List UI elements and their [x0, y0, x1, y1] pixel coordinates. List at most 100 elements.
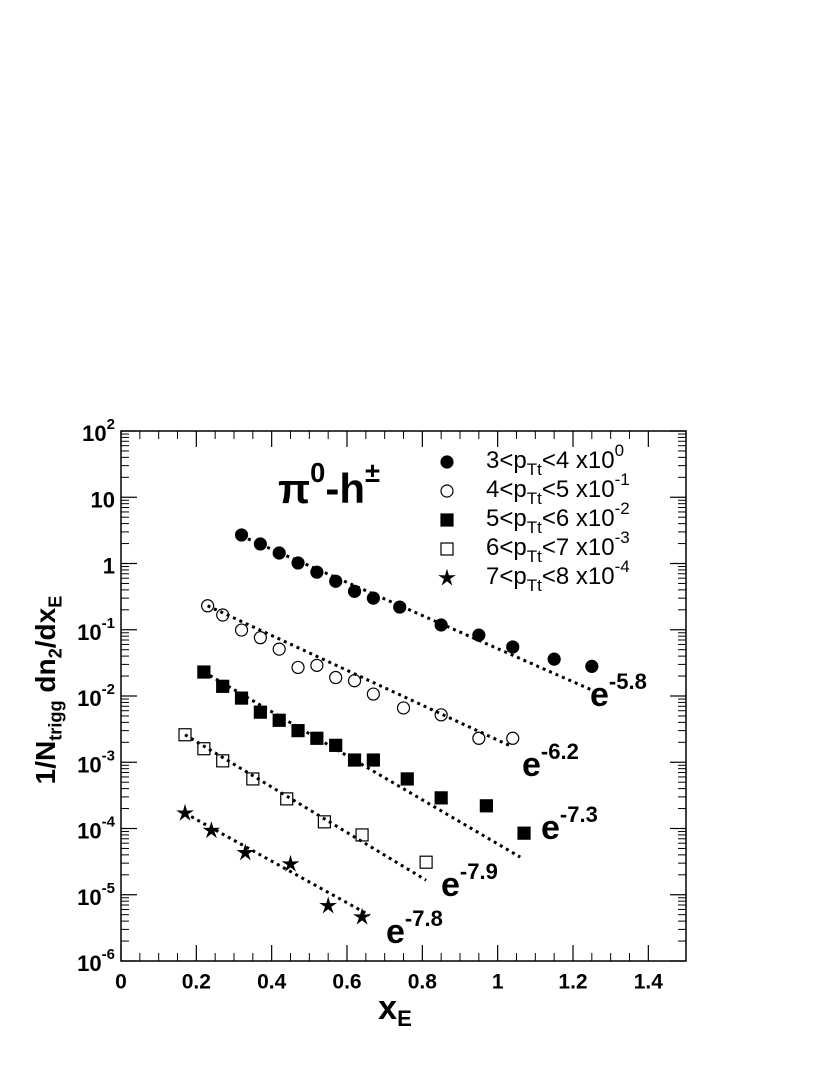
legend-label: 5<pTt<6 x10-2 — [486, 499, 630, 537]
y-tick-base: 10 — [77, 951, 101, 976]
fit-exp: -7.3 — [560, 802, 598, 827]
y-tick-base: 10 — [77, 686, 101, 711]
y-tick-label: 1 — [103, 553, 115, 578]
fit-label: e-5.8 — [590, 669, 647, 714]
data-point — [280, 792, 294, 806]
y-tick-exp: -2 — [102, 681, 115, 698]
chart-title-part: 0 — [310, 457, 325, 488]
y-tick-exp: -6 — [102, 946, 115, 963]
y-axis-title-part: /dx — [30, 607, 61, 648]
fit-label: e-6.2 — [522, 739, 579, 784]
data-point — [246, 772, 260, 786]
y-tick-exp: 2 — [107, 416, 115, 433]
data-point — [310, 731, 324, 745]
y-tick-base: 1 — [103, 553, 115, 578]
data-point — [197, 742, 211, 756]
x-tick-label: 0.2 — [182, 971, 211, 994]
y-tick-base: 10 — [77, 818, 101, 843]
fit-line — [203, 670, 522, 859]
x-tick-label: 1 — [492, 971, 504, 994]
data-point — [291, 724, 305, 738]
y-tick-label: 10-6 — [77, 946, 115, 976]
legend-label: 6<pTt<7 x10-3 — [486, 528, 630, 566]
data-point — [366, 591, 380, 605]
data-point — [366, 753, 380, 767]
y-axis-title-part: 1/N — [30, 741, 61, 785]
data-point — [400, 772, 414, 786]
fit-exp: -7.8 — [405, 906, 443, 931]
y-axis-title-part: trigg — [45, 700, 65, 740]
data-point — [197, 665, 211, 679]
y-tick-base: 10 — [77, 620, 101, 645]
legend-marker — [440, 455, 454, 469]
data-point — [310, 658, 324, 672]
y-tick-exp: -5 — [102, 880, 115, 897]
legend-label-part: -4 — [615, 557, 630, 576]
x-tick-label: 0.4 — [257, 971, 287, 994]
data-point — [393, 600, 407, 614]
legend-marker — [440, 484, 454, 498]
data-point — [366, 687, 380, 701]
fit-exp: -7.9 — [460, 859, 498, 884]
y-tick-label: 10-4 — [77, 813, 115, 843]
data-point — [281, 854, 300, 872]
data-point — [329, 738, 343, 752]
data-point — [472, 731, 486, 745]
legend-marker — [440, 513, 454, 527]
data-point — [434, 791, 448, 805]
y-axis-title-part: E — [45, 596, 65, 608]
fit-base: e — [386, 913, 405, 951]
y-tick-label: 10-1 — [77, 615, 115, 645]
data-point — [517, 826, 531, 840]
data-point — [479, 799, 493, 813]
data-point — [355, 828, 369, 842]
y-tick-label: 10-3 — [77, 747, 115, 777]
legend-label-part: Tt — [527, 576, 542, 595]
legend-marker — [438, 568, 456, 586]
y-tick-label: 102 — [82, 416, 115, 446]
data-point — [434, 618, 448, 632]
data-point — [472, 628, 486, 642]
y-axis-title: 1/Ntrigg dn2/dxE — [30, 596, 65, 785]
legend-label-part: <8 x10 — [542, 563, 615, 590]
data-point — [234, 691, 249, 705]
y-tick-base: 10 — [91, 487, 115, 512]
legend-label-part: -3 — [615, 528, 630, 547]
x-tick-label: 0.6 — [332, 971, 361, 994]
legend-label: 7<pTt<8 x10-4 — [486, 557, 630, 595]
legend-label: 4<pTt<5 x10-1 — [486, 470, 630, 508]
y-tick-label: 10 — [91, 487, 115, 512]
y-axis-title-part: 2 — [45, 648, 65, 658]
data-point — [329, 574, 343, 588]
legend-label-part: Tt — [527, 460, 542, 479]
legend-label-part: <7 x10 — [542, 534, 615, 561]
chart-title-part: ± — [365, 457, 380, 488]
data-point — [216, 754, 230, 768]
chart-title-part: -h — [325, 465, 365, 512]
data-point — [506, 640, 520, 654]
legend-label-part: 4<p — [486, 476, 527, 503]
data-point — [310, 565, 324, 579]
legend-label-part: <4 x10 — [542, 447, 615, 474]
data-point — [272, 642, 286, 656]
data-point — [291, 660, 305, 675]
y-tick-label: 10-5 — [77, 880, 115, 910]
data-point — [419, 855, 433, 869]
y-tick-base: 10 — [77, 885, 101, 910]
data-point — [272, 713, 286, 727]
x-tick-label: 1.4 — [634, 971, 664, 994]
chart-title-part: π — [278, 465, 310, 512]
data-point — [234, 623, 249, 637]
data-point — [347, 753, 362, 767]
legend-label-part: 7<p — [486, 563, 527, 590]
fit-label: e-7.3 — [541, 802, 598, 847]
fit-label: e-7.9 — [441, 859, 498, 904]
data-point — [216, 679, 230, 693]
fit-base: e — [441, 866, 460, 904]
legend-label-part: 0 — [615, 441, 624, 460]
data-point — [319, 896, 338, 914]
data-point — [234, 528, 249, 542]
legend-label: 3<pTt<4 x100 — [486, 441, 624, 479]
y-tick-exp: -3 — [102, 747, 115, 764]
y-tick-label: 10-2 — [77, 681, 115, 711]
